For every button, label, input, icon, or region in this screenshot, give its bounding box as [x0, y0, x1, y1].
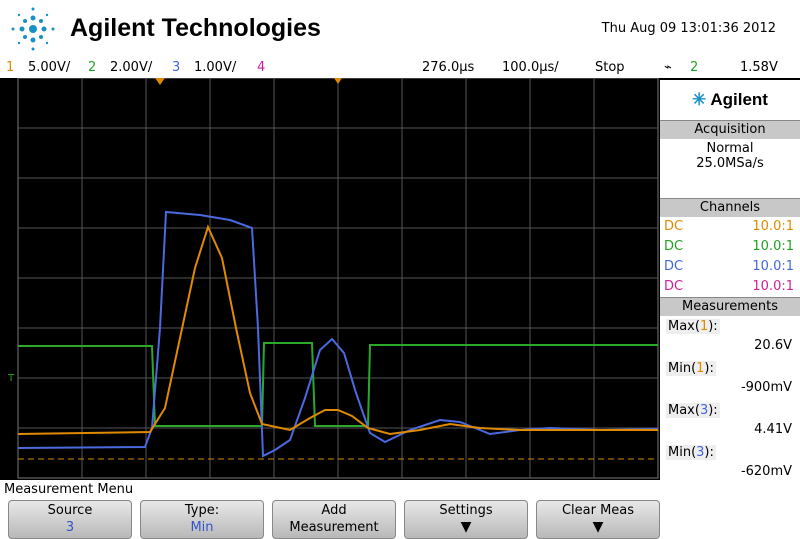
ch1-label: 1: [6, 60, 15, 75]
softkey-label: Type:: [184, 503, 220, 518]
time-scale: 100.0µs/: [502, 60, 559, 75]
measurements-list: Max(1): 20.6V Min(1): -900mV Max(3): 4.41V Min…: [660, 316, 800, 484]
logo: [11, 7, 55, 51]
softkey-value: Measurement: [289, 520, 379, 535]
ch2-label: 2: [88, 60, 97, 75]
measurement-value: -900mV: [740, 380, 792, 395]
channels-title: Channels: [660, 198, 800, 217]
measurement-value: -620mV: [740, 464, 792, 479]
channel-probe: 10.0:1: [752, 279, 794, 294]
channel-coupling: DC: [664, 279, 684, 294]
channel-coupling: DC: [664, 239, 684, 254]
measurement-type: Min(: [668, 361, 697, 376]
measurement-row: Min(1): -900mV: [660, 358, 800, 400]
ch3-label: 3: [172, 60, 181, 75]
trigger-marker: T: [7, 373, 15, 384]
measurement-label: Max(3):: [666, 403, 720, 418]
panel-brand-text: Agilent: [710, 90, 768, 109]
softkey[interactable]: Type: Min: [140, 500, 264, 539]
measurements-title: Measurements: [660, 297, 800, 316]
measurement-type: Max(: [668, 403, 700, 418]
measurement-suffix: ):: [704, 445, 714, 460]
trigger-level: 1.58V: [740, 60, 778, 75]
datetime: Thu Aug 09 13:01:36 2012: [601, 21, 776, 36]
measurement-suffix: ):: [704, 361, 714, 376]
ch2-scale: 2.00V/: [110, 60, 153, 75]
channel-coupling: DC: [664, 259, 684, 274]
measurement-channel: 1: [696, 361, 705, 376]
softkey-label: Add: [321, 503, 347, 518]
acquisition-mode: Normal: [706, 141, 754, 156]
softkey-value: 3: [65, 520, 75, 535]
header: Agilent Technologies Thu Aug 09 13:01:36…: [0, 0, 800, 58]
measurement-row: Min(3): -620mV: [660, 442, 800, 484]
measurement-type: Max(: [668, 319, 700, 334]
channel-coupling: DC: [664, 219, 684, 234]
trigger-icon: ⌁: [664, 60, 672, 75]
softkey[interactable]: Source 3: [8, 500, 132, 539]
ch1-trace: [17, 224, 658, 436]
channels-list: DC 10.0:1 DC 10.0:1 DC 10.0:1 DC 10.0:1: [660, 217, 800, 297]
measurement-row: Max(1): 20.6V: [660, 316, 800, 358]
graticule: T: [7, 78, 659, 479]
menu-title: Measurement Menu: [4, 482, 134, 497]
grid: [18, 78, 658, 478]
measurement-channel: 1: [699, 319, 709, 334]
measurement-row: Max(3): 4.41V: [660, 400, 800, 442]
run-state: Stop: [595, 60, 625, 75]
softkey-arrow: ▼: [592, 519, 604, 535]
softkey-arrow: ▼: [460, 519, 472, 535]
trigger-channel: 2: [690, 60, 699, 75]
channel-row: DC 10.0:1: [660, 257, 800, 277]
channel-row: DC 10.0:1: [660, 237, 800, 257]
status-bar: 1 5.00V/ 2 2.00V/ 3 1.00V/ 4 276.0µs 100…: [0, 58, 800, 78]
softkey[interactable]: Add Measurement: [272, 500, 396, 539]
ch3-trace: [17, 210, 659, 458]
brand: Agilent Technologies: [70, 14, 321, 42]
ch3-scale: 1.00V/: [194, 60, 237, 75]
ch2-trace: [18, 342, 658, 427]
softkey-value: Min: [190, 520, 214, 535]
measurement-label: Min(3):: [666, 445, 716, 460]
channel-row: DC 10.0:1: [660, 217, 800, 237]
channel-row: DC 10.0:1: [660, 277, 800, 297]
softkey-menu: Measurement Menu Source 3 Type: Min Add Measu…: [0, 480, 800, 539]
measurement-value: 4.41V: [754, 422, 792, 437]
ch1-scale: 5.00V/: [28, 60, 71, 75]
channel-probe: 10.0:1: [752, 259, 794, 274]
measurement-channel: 3: [696, 445, 705, 460]
measurement-value: 20.6V: [754, 338, 792, 353]
softkey-label: Source: [47, 503, 93, 518]
time-delay: 276.0µs: [422, 60, 475, 75]
measurement-channel: 3: [699, 403, 709, 418]
measurement-label: Min(1):: [666, 361, 716, 376]
acquisition-rate: 25.0MSa/s: [696, 156, 764, 171]
softkey[interactable]: Settings ▼: [404, 500, 528, 539]
trigger-position-marker: [155, 78, 165, 85]
acquisition-title: Acquisition: [660, 120, 800, 139]
ch4-label: 4: [257, 60, 266, 75]
softkey-label: Clear Meas: [561, 503, 635, 518]
panel-brand: ✳ Agilent: [692, 90, 768, 109]
side-panel: ✳ Agilent Acquisition Normal 25.0MSa/s C…: [660, 80, 800, 480]
measurement-suffix: ):: [708, 319, 718, 334]
time-reference-marker: [334, 78, 342, 84]
measurement-suffix: ):: [708, 403, 718, 418]
measurement-type: Min(: [668, 445, 697, 460]
channel-probe: 10.0:1: [752, 239, 794, 254]
softkey-label: Settings: [439, 503, 493, 518]
channel-probe: 10.0:1: [752, 219, 794, 234]
softkey[interactable]: Clear Meas ▼: [536, 500, 660, 539]
measurement-label: Max(1):: [666, 319, 720, 334]
